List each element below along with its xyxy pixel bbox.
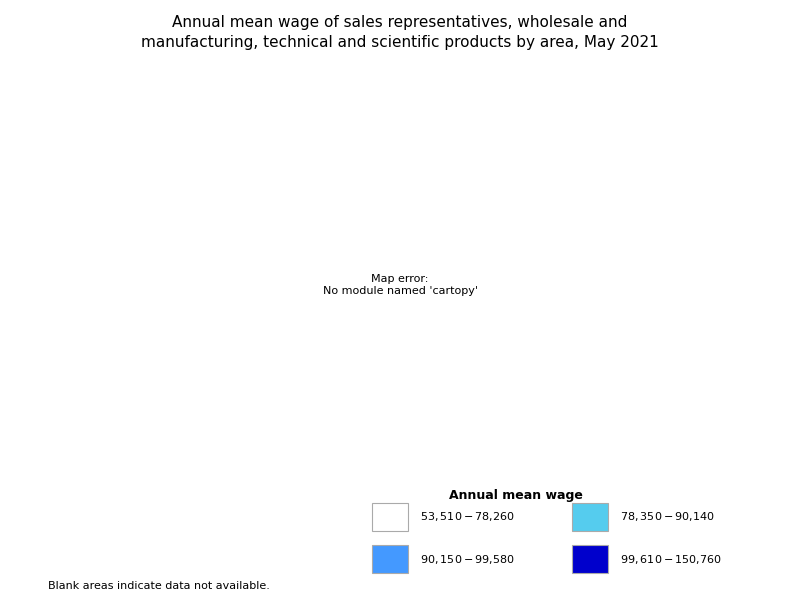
Text: Annual mean wage of sales representatives, wholesale and
manufacturing, technica: Annual mean wage of sales representative… xyxy=(141,15,659,50)
Text: $78,350 - $90,140: $78,350 - $90,140 xyxy=(620,510,715,523)
Text: Blank areas indicate data not available.: Blank areas indicate data not available. xyxy=(48,581,270,591)
Text: $53,510 - $78,260: $53,510 - $78,260 xyxy=(420,510,515,523)
Bar xyxy=(572,545,608,573)
Text: Annual mean wage: Annual mean wage xyxy=(449,489,583,502)
Bar xyxy=(372,503,408,530)
Bar xyxy=(572,503,608,530)
Text: Map error:
No module named 'cartopy': Map error: No module named 'cartopy' xyxy=(322,274,478,296)
Bar xyxy=(372,545,408,573)
Text: $99,610 - $150,760: $99,610 - $150,760 xyxy=(620,553,722,566)
Text: $90,150 - $99,580: $90,150 - $99,580 xyxy=(420,553,515,566)
